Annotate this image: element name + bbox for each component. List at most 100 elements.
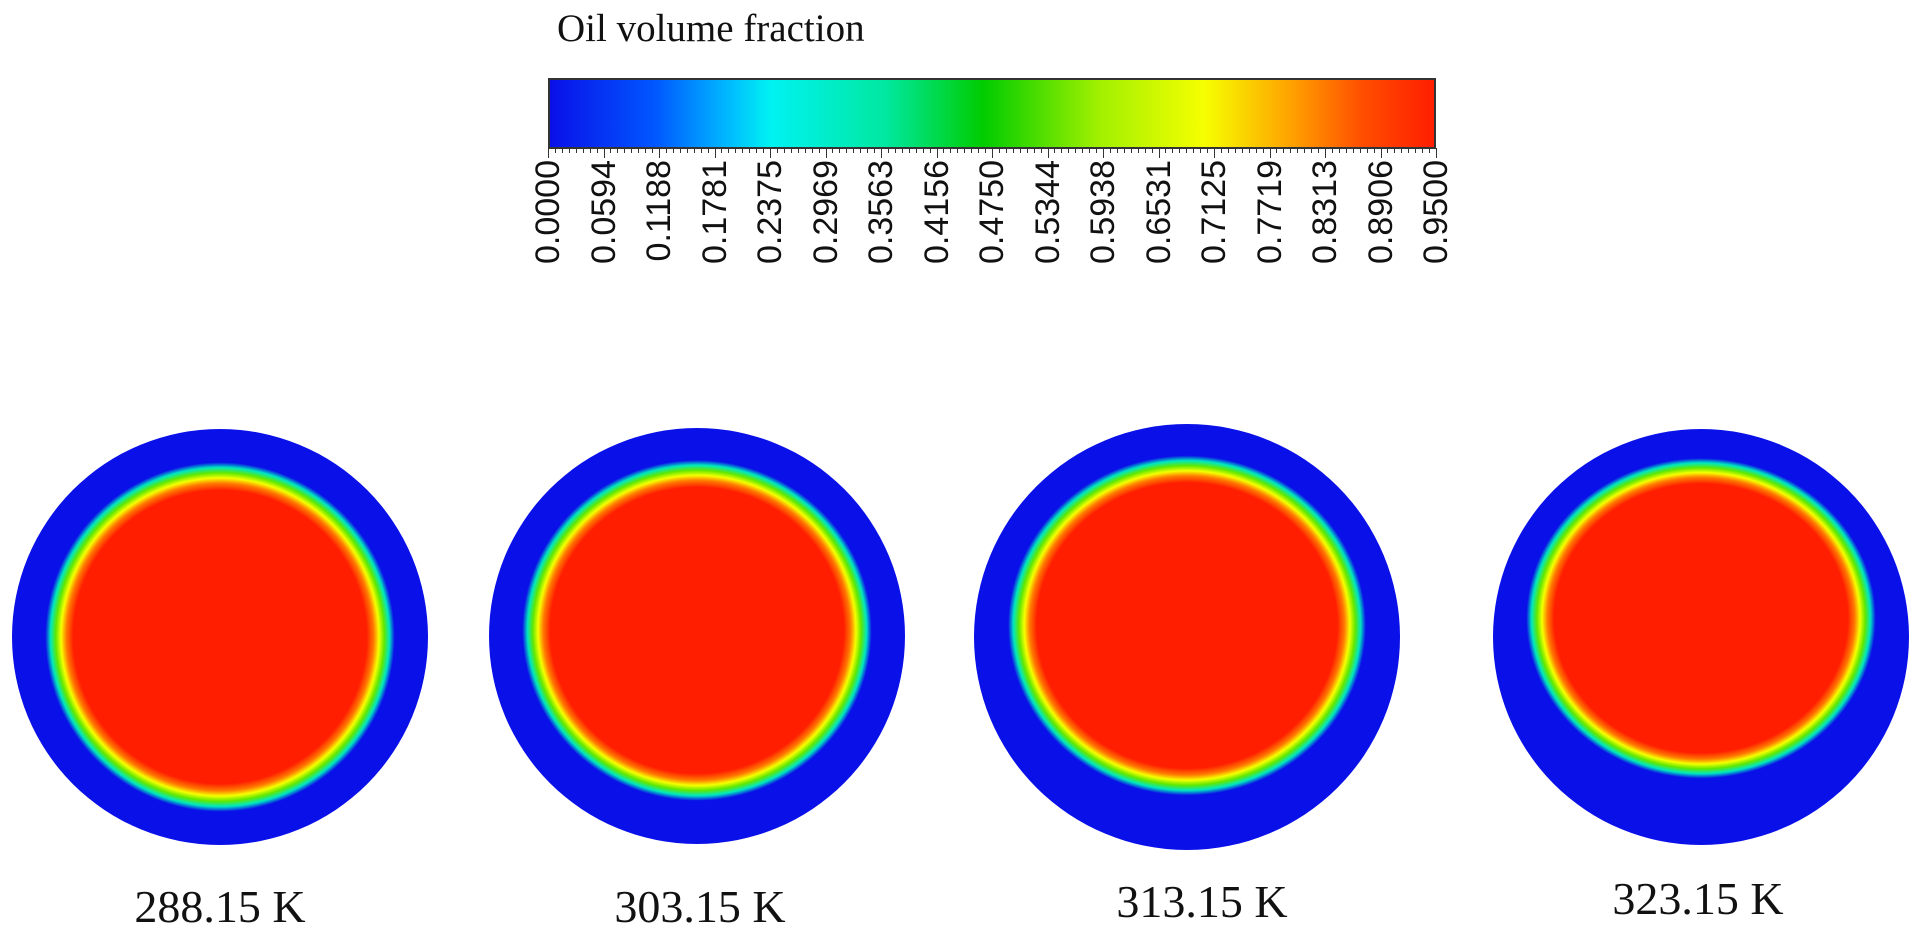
caption-303: 303.15 K (614, 881, 786, 932)
colorbar-tick (950, 148, 952, 153)
colorbar-tick (1186, 148, 1188, 153)
colorbar-tick (915, 148, 917, 153)
colorbar-tick (624, 148, 626, 153)
colorbar-tick (1331, 148, 1333, 153)
colorbar-tick (1054, 148, 1056, 153)
colorbar-tick (943, 148, 945, 153)
colorbar-tick (901, 148, 903, 153)
colorbar-tick (1283, 148, 1285, 153)
colorbar-tick (679, 148, 681, 153)
colorbar-tick (1096, 148, 1098, 153)
colorbar-tick (568, 148, 570, 153)
colorbar-tick (631, 148, 633, 153)
colorbar-tick (596, 148, 598, 153)
contour-disk (1493, 429, 1909, 845)
colorbar-tick (1415, 148, 1417, 153)
colorbar-tick (1325, 148, 1326, 158)
colorbar-tick (749, 148, 751, 153)
colorbar-tick (1227, 148, 1229, 153)
colorbar-tick (1089, 148, 1091, 153)
colorbar-tick (1436, 148, 1437, 158)
colorbar-tick (1068, 148, 1070, 153)
colorbar-tick (964, 148, 966, 153)
colorbar-tick (1179, 148, 1181, 153)
colorbar-tick (1352, 148, 1354, 153)
colorbar-tick (659, 148, 660, 158)
contour-disk (489, 428, 905, 844)
colorbar-tick (929, 148, 931, 153)
colorbar-tick (867, 148, 869, 153)
colorbar-tick (783, 148, 785, 153)
colorbar-tick (1116, 148, 1118, 153)
colorbar-tick (832, 148, 834, 153)
colorbar-tick (804, 148, 806, 153)
colorbar-tick (978, 148, 980, 153)
colorbar-tick (707, 148, 709, 153)
colorbar-tick (1103, 148, 1104, 158)
colorbar-tick (672, 148, 674, 153)
colorbar-tick (1297, 148, 1299, 153)
colorbar-tick (1338, 148, 1340, 153)
colorbar-tick (1040, 148, 1042, 153)
colorbar-tick (561, 148, 563, 153)
caption-288: 288.15 K (134, 881, 306, 932)
colorbar-tick (1262, 148, 1264, 153)
colorbar-tick (1234, 148, 1236, 153)
colorbar-tick (1408, 148, 1410, 153)
colorbar-tick (1123, 148, 1125, 153)
colorbar-tick (936, 148, 938, 158)
colorbar-tick (1290, 148, 1292, 153)
caption-313: 313.15 K (1116, 876, 1288, 927)
colorbar-tick (575, 148, 577, 153)
colorbar-tick (1033, 148, 1035, 153)
colorbar (548, 78, 1436, 149)
colorbar-tick (1144, 148, 1146, 153)
colorbar-tick (1380, 148, 1382, 158)
oil-core (522, 460, 872, 801)
colorbar-tick (1318, 148, 1320, 153)
colorbar-tick (728, 148, 730, 153)
colorbar-tick (1151, 148, 1153, 153)
colorbar-tick (1200, 148, 1202, 153)
colorbar-tick (548, 148, 549, 158)
colorbar-tick (957, 148, 959, 153)
colorbar-tick (818, 148, 820, 153)
colorbar-tick (1207, 148, 1209, 153)
oil-core (1526, 458, 1876, 779)
colorbar-tick (1130, 148, 1132, 153)
colorbar-tick (1047, 148, 1049, 158)
colorbar-tick (894, 148, 896, 153)
colorbar-ticks (548, 148, 1437, 158)
colorbar-tick (1061, 148, 1063, 153)
colorbar-tick (686, 148, 688, 153)
colorbar-tick (881, 148, 882, 158)
colorbar-tick (790, 148, 792, 153)
colorbar-tick (735, 148, 737, 153)
colorbar-tick (1269, 148, 1271, 158)
colorbar-tick (860, 148, 862, 153)
colorbar-tick (825, 148, 827, 158)
caption-323: 323.15 K (1612, 873, 1784, 924)
colorbar-tick (887, 148, 889, 153)
colorbar-tick (1422, 148, 1424, 153)
colorbar-tick (1075, 148, 1077, 153)
colorbar-tick (985, 148, 987, 153)
colorbar-tick (763, 148, 765, 153)
colorbar-tick (1387, 148, 1389, 153)
colorbar-tick (721, 148, 723, 153)
colorbar-tick (1005, 148, 1007, 153)
colorbar-tick (1366, 148, 1368, 153)
colorbar-tick (693, 148, 695, 153)
colorbar-tick (1373, 148, 1375, 153)
colorbar-tick (638, 148, 640, 153)
colorbar-tick (617, 148, 619, 153)
colorbar-tick (1359, 148, 1361, 153)
colorbar-tick (1109, 148, 1111, 153)
colorbar-tick (874, 148, 876, 153)
contour-disk (12, 429, 428, 845)
colorbar-tick (1429, 148, 1431, 153)
colorbar-tick (1193, 148, 1195, 153)
colorbar-tick (582, 148, 584, 153)
colorbar-tick (1255, 148, 1257, 153)
